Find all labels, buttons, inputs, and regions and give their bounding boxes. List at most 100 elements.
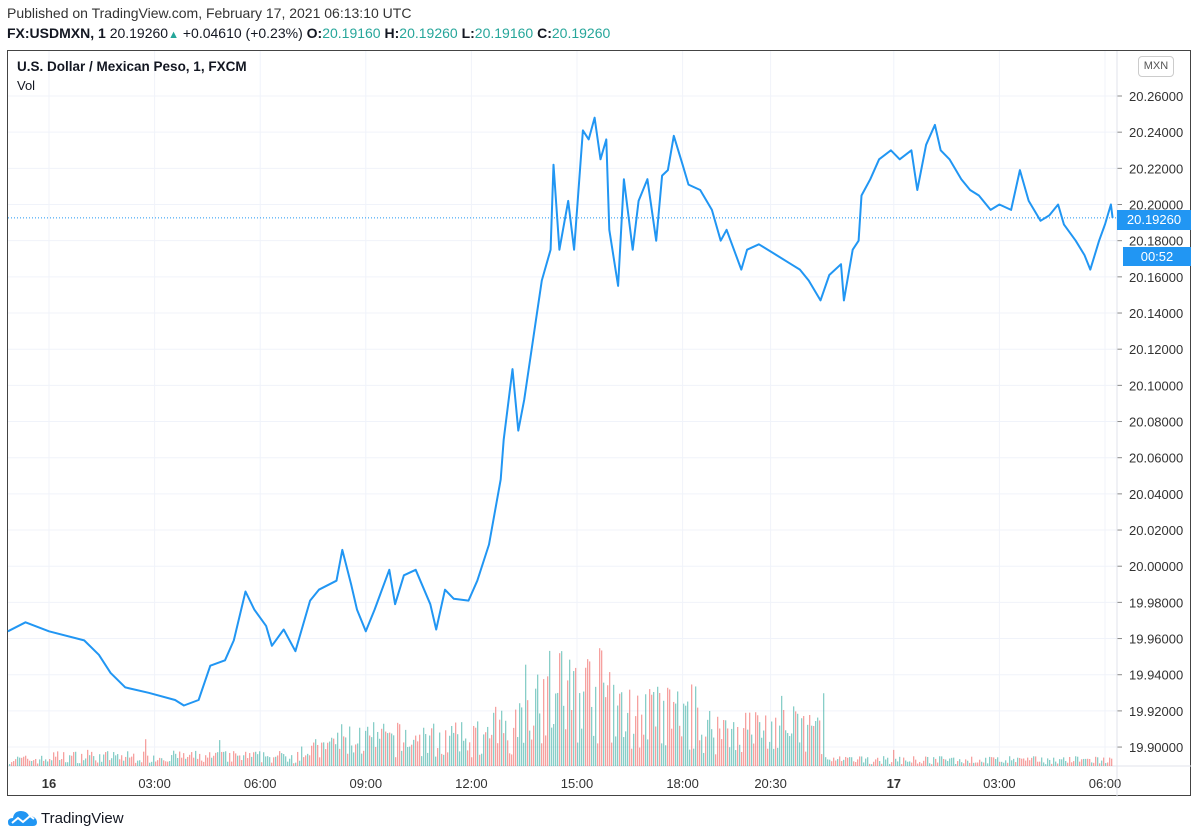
volume-bar <box>23 756 25 766</box>
volume-bar <box>283 754 285 766</box>
volume-bar <box>711 729 713 766</box>
volume-bar <box>351 745 353 766</box>
volume-bar <box>1105 763 1107 766</box>
up-triangle-icon: ▲ <box>168 29 179 41</box>
volume-bar <box>1029 760 1031 766</box>
volume-bar <box>769 741 771 766</box>
volume-bar <box>505 720 507 766</box>
volume-bar <box>681 736 683 766</box>
close-value: 20.19260 <box>551 25 611 41</box>
volume-bar <box>831 761 833 766</box>
volume-bar <box>377 731 379 766</box>
last-price-label: 20.19260 <box>1117 210 1191 230</box>
volume-bar <box>845 756 847 766</box>
volume-bar <box>261 762 263 766</box>
volume-bar <box>571 709 573 766</box>
volume-bar <box>1049 759 1051 766</box>
volume-bar <box>515 709 517 766</box>
brand-name: TradingView <box>41 809 124 827</box>
volume-bar <box>131 756 133 766</box>
volume-bar <box>401 750 403 766</box>
volume-bar <box>221 751 223 766</box>
volume-bar <box>909 761 911 766</box>
volume-bar <box>943 758 945 766</box>
volume-bar <box>175 753 177 766</box>
volume-bar <box>215 752 217 766</box>
y-tick-label: 20.22000 <box>1129 161 1183 176</box>
volume-bar <box>387 733 389 766</box>
volume-bar <box>519 703 521 766</box>
volume-bar <box>479 754 481 766</box>
volume-bar <box>573 671 575 766</box>
y-tick-label: 20.10000 <box>1129 378 1183 393</box>
volume-bar <box>597 743 599 766</box>
volume-bar <box>611 742 613 766</box>
volume-bar <box>827 759 829 766</box>
volume-bar <box>423 727 425 766</box>
volume-bar <box>1083 758 1085 766</box>
volume-bar <box>1023 758 1025 766</box>
volume-bar <box>257 754 259 766</box>
x-tick-label: 17 <box>887 776 901 791</box>
volume-bar <box>881 763 883 766</box>
volume-bar <box>647 739 649 766</box>
volume-bar <box>391 733 393 766</box>
chart-frame[interactable] <box>7 50 1191 796</box>
volume-bar <box>195 750 197 766</box>
volume-bar <box>1013 758 1015 766</box>
volume-bar <box>1075 756 1077 766</box>
volume-bar <box>971 756 973 766</box>
y-tick-label: 19.96000 <box>1129 632 1183 647</box>
volume-bar <box>19 757 21 766</box>
volume-bar <box>1051 763 1053 766</box>
volume-bar <box>725 720 727 766</box>
volume-bar <box>71 755 73 766</box>
volume-bar <box>687 701 689 766</box>
volume-bar <box>639 747 641 766</box>
volume-bar <box>409 746 411 766</box>
volume-bar <box>841 761 843 766</box>
volume-bar <box>13 761 15 766</box>
volume-bar <box>203 761 205 766</box>
volume-bar <box>111 758 113 766</box>
volume-bar <box>157 760 159 766</box>
volume-bar <box>407 746 409 766</box>
price-change: +0.04610 (+0.23%) <box>182 25 303 41</box>
volume-bar <box>799 742 801 766</box>
y-tick-label: 19.90000 <box>1129 740 1183 755</box>
volume-bar <box>693 748 695 766</box>
volume-bar <box>577 742 579 766</box>
y-tick-label: 19.98000 <box>1129 595 1183 610</box>
volume-bar <box>721 739 723 766</box>
volume-bar <box>761 737 763 766</box>
volume-bar <box>755 712 757 766</box>
volume-bar <box>931 764 933 766</box>
volume-bar <box>45 759 47 766</box>
volume-bar <box>107 751 109 766</box>
volume-bar <box>723 720 725 766</box>
volume-bar <box>381 728 383 766</box>
volume-bar <box>565 729 567 766</box>
volume-bar <box>785 730 787 766</box>
volume-bar <box>525 664 527 766</box>
volume-bar <box>55 756 57 766</box>
volume-bar <box>383 723 385 766</box>
volume-bar <box>459 751 461 766</box>
volume-bar <box>607 685 609 766</box>
volume-bar <box>311 745 313 766</box>
volume-bar <box>777 747 779 766</box>
volume-bar <box>483 734 485 766</box>
volume-bar <box>1005 760 1007 766</box>
volume-bar <box>97 762 99 766</box>
volume-bar <box>309 755 311 766</box>
volume-bar <box>923 760 925 766</box>
volume-bar <box>465 738 467 766</box>
volume-bar <box>795 711 797 766</box>
volume-bar <box>1007 762 1009 766</box>
currency-badge[interactable]: MXN <box>1138 56 1174 77</box>
volume-bar <box>731 728 733 766</box>
tradingview-logo[interactable]: TradingView <box>8 809 124 827</box>
volume-bar <box>319 757 321 766</box>
volume-bar <box>63 752 65 766</box>
